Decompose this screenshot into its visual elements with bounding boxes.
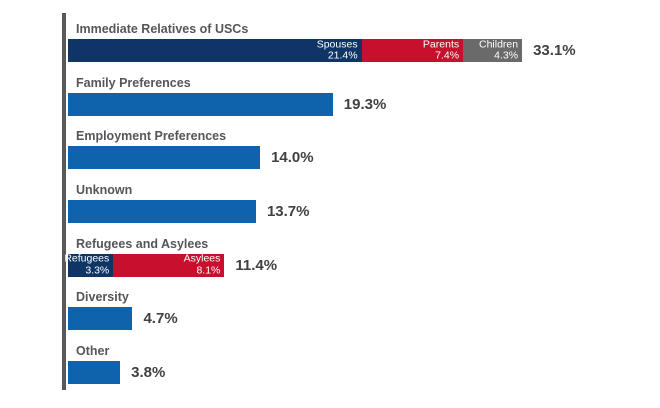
bar-family-preferences: 19.3% xyxy=(68,92,387,116)
value-label: 4.7% xyxy=(143,310,178,328)
bar-segment-label: Refugees 3.3% xyxy=(64,252,110,277)
bar-refugees-and-asylees: Refugees 3.3% Asylees 8.1% 11.4% xyxy=(64,252,278,277)
category-label: Immediate Relatives of USCs xyxy=(76,22,249,36)
bar-segment-parents: Parents 7.4% xyxy=(361,38,464,62)
value-label: 14.0% xyxy=(271,149,314,167)
segment-name: Refugees xyxy=(64,252,110,265)
bar-employment-preferences: 14.0% xyxy=(68,146,314,170)
chart-rows: Immediate Relatives of USCs Spouses 21.4% P… xyxy=(64,0,628,408)
segment-value: 21.4% xyxy=(327,49,358,62)
value-label: 33.1% xyxy=(533,42,576,59)
bar-segment xyxy=(68,307,133,331)
segment-value: 3.3% xyxy=(85,264,110,277)
chart-row-refugees-and-asylees: Refugees and Asylees Refugees 3.3% Asylees 8… xyxy=(64,236,628,291)
value-label: 19.3% xyxy=(343,95,387,113)
bar-unknown: 13.7% xyxy=(68,200,310,223)
chart-row-unknown: Unknown 13.7% xyxy=(68,183,628,237)
bar-segment-asylees: Asylees 8.1% xyxy=(113,252,225,277)
segment-name: Asylees xyxy=(183,252,221,265)
bar-segment-label: Spouses 21.4% xyxy=(316,38,358,62)
bar-immediate-relatives-of-uscs: Spouses 21.4% Parents 7.4% Children 4.3% 33.1% xyxy=(68,38,576,62)
bar-segment-label: Asylees 8.1% xyxy=(183,252,221,277)
segment-name: Children xyxy=(478,38,519,50)
bar-segment-label: Children 4.3% xyxy=(478,38,519,62)
bar-segment xyxy=(68,92,333,116)
chart-row-immediate-relatives-of-uscs: Immediate Relatives of USCs Spouses 21.4% P… xyxy=(68,22,628,76)
bar-segment-label: Parents 7.4% xyxy=(422,38,460,62)
bar-segment xyxy=(68,146,261,170)
value-label: 3.8% xyxy=(131,364,166,382)
bar-segment xyxy=(68,200,256,223)
bar-segment-children: Children 4.3% xyxy=(463,38,523,62)
y-axis-line xyxy=(62,13,66,390)
category-label: Refugees and Asylees xyxy=(76,236,209,251)
category-label: Family Preferences xyxy=(76,75,191,90)
value-label: 13.7% xyxy=(266,203,310,220)
category-label: Diversity xyxy=(76,290,129,305)
segment-value: 8.1% xyxy=(196,264,221,277)
bar-other: 3.8% xyxy=(68,361,166,385)
value-label: 11.4% xyxy=(235,256,278,274)
bar-diversity: 4.7% xyxy=(68,307,178,331)
segment-value: 4.3% xyxy=(494,49,519,62)
chart-row-employment-preferences: Employment Preferences 14.0% xyxy=(68,129,628,183)
bar-segment xyxy=(68,361,121,385)
chart-row-family-preferences: Family Preferences 19.3% xyxy=(68,76,628,130)
chart-row-other: Other 3.8% xyxy=(68,344,628,398)
segment-name: Spouses xyxy=(316,38,358,50)
bar-segment-spouses: Spouses 21.4% xyxy=(68,38,362,62)
segment-name: Parents xyxy=(422,38,460,50)
chart-row-diversity: Diversity 4.7% xyxy=(68,290,628,344)
category-label: Unknown xyxy=(76,183,133,197)
category-label: Employment Preferences xyxy=(76,129,227,144)
category-label: Other xyxy=(76,344,110,359)
segment-value: 7.4% xyxy=(435,49,460,62)
bar-segment-refugees: Refugees 3.3% xyxy=(64,253,114,277)
